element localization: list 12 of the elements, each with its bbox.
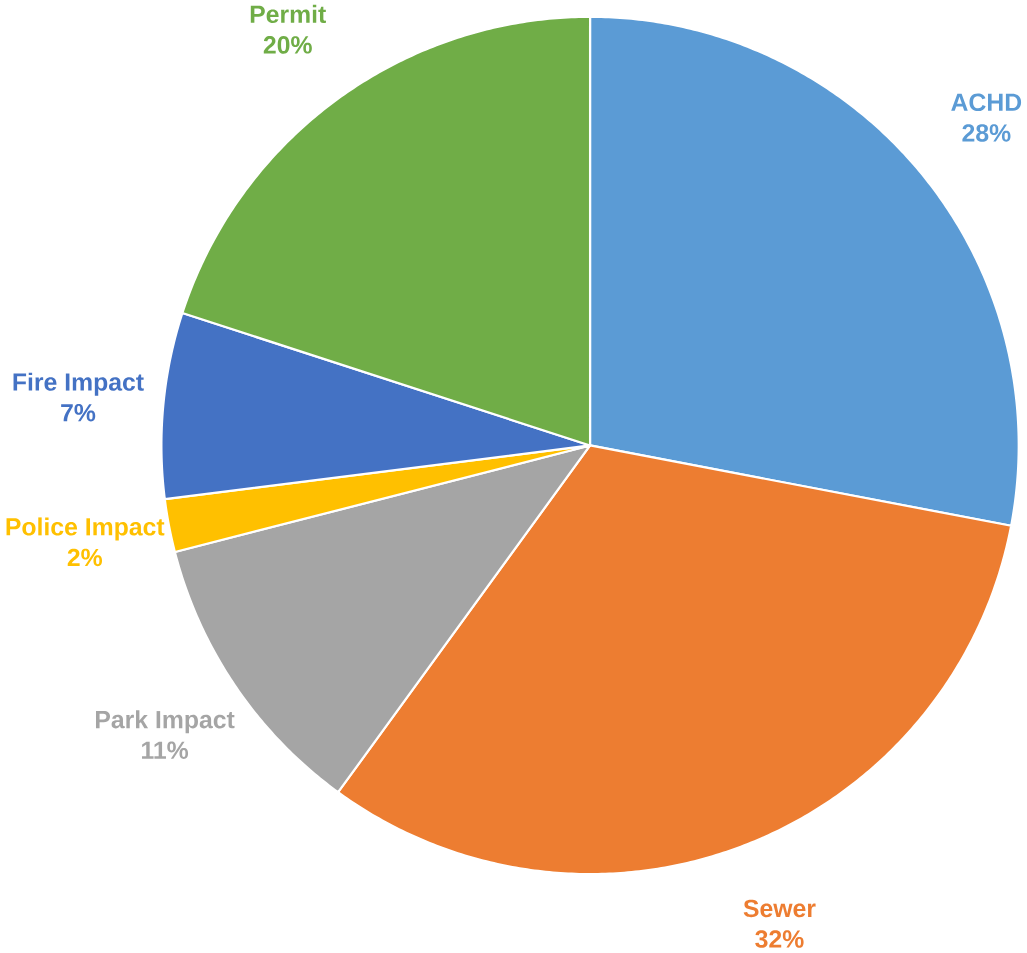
data-label: 7% <box>61 404 96 422</box>
slice-label: Sewer <box>743 899 816 918</box>
data-label: 20% <box>263 36 312 54</box>
slice-label: Fire Impact <box>13 372 144 396</box>
slice-label: ACHD <box>951 93 1022 112</box>
data-label: 2% <box>67 548 103 567</box>
slice-label: Park Impact <box>96 710 235 734</box>
data-label: 32% <box>755 930 804 948</box>
slice-label: Permit <box>250 5 326 24</box>
slice-label: Police Impact <box>6 517 165 541</box>
data-label: 28% <box>962 124 1011 142</box>
data-label: 11% <box>142 741 189 760</box>
